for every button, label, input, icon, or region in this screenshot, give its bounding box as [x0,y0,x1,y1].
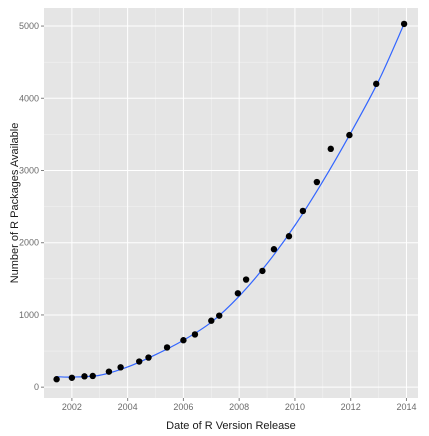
x-tick-label: 2006 [173,402,193,412]
data-point [163,344,171,351]
y-tick-label: 1000 [19,310,39,320]
data-point [81,373,88,380]
data-point [117,364,124,371]
x-tick-label: 2004 [118,402,138,412]
data-point [216,312,223,319]
data-point [346,131,353,139]
data-point [191,331,199,338]
major-gridlines [44,8,418,398]
x-tick-label: 2012 [341,402,361,412]
data-point [242,276,250,283]
x-tick-label: 2008 [229,402,249,412]
data-point [136,358,143,365]
y-tick-label: 4000 [19,93,39,103]
plot-panel [44,8,418,398]
data-point [208,317,215,324]
y-tick-label: 5000 [19,21,39,31]
data-point [105,368,113,375]
x-tick-label: 2002 [62,402,82,412]
data-point [145,354,152,361]
data-point [285,233,293,240]
y-tick-label: 2000 [19,238,39,248]
data-point [313,178,321,186]
data-point [234,290,242,297]
data-point [327,145,334,153]
data-point [299,207,307,215]
data-point [68,374,76,381]
data-point [400,20,408,28]
data-point [180,337,187,344]
y-axis-title: Number of R Packages Available [9,123,21,284]
x-axis-title: Date of R Version Release [166,420,296,432]
x-tick-label: 2014 [396,402,416,412]
x-tick-label: 2010 [285,402,305,412]
data-point [259,267,266,275]
y-tick-label: 0 [34,382,39,392]
data-point [53,376,60,383]
data-point [89,372,96,380]
minor-gridlines [44,8,418,398]
data-point [373,80,380,88]
x-axis-ticks: 2002 2004 2006 2008 2010 2012 2014 [62,398,416,412]
data-point [270,246,278,253]
y-tick-label: 3000 [19,166,39,176]
data-points [53,20,408,383]
y-axis-ticks: 0 1000 2000 3000 4000 5000 [19,21,44,392]
